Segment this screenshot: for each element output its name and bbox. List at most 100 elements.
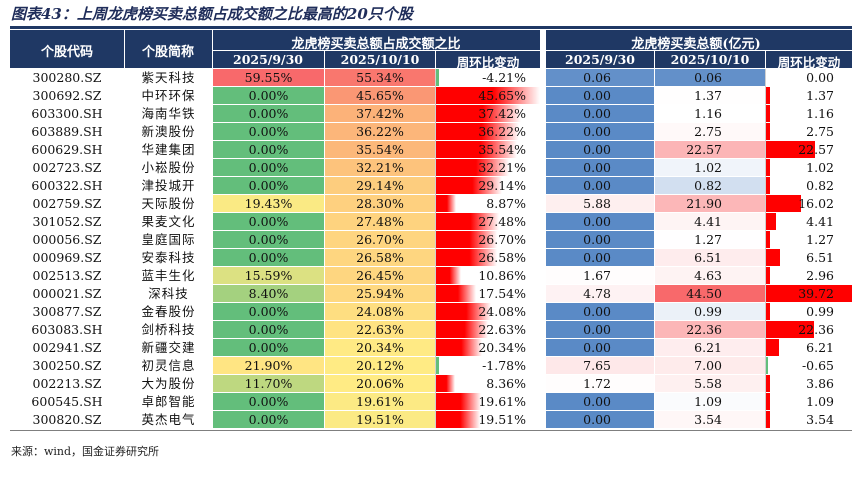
stock-name: 初灵信息 bbox=[141, 358, 196, 373]
stock-code: 603300.SH bbox=[31, 106, 103, 121]
stock-code: 000056.SZ bbox=[32, 232, 102, 247]
ratio-2025-09-30: 0.00% bbox=[213, 213, 324, 230]
amount-wow-change-bar bbox=[766, 249, 781, 266]
ratio-wow-change: 36.22% bbox=[478, 124, 526, 139]
amount-2025-09-30: 0.00 bbox=[546, 141, 654, 158]
ratio-wow-change-bar bbox=[436, 285, 476, 302]
table-row: 002723.SZ 小崧股份 0.00% 32.21% 32.21% 0.00 1.02 1.… bbox=[0, 159, 856, 177]
amount-wow-change: 39.72 bbox=[798, 286, 834, 301]
amount-2025-09-30: 5.88 bbox=[546, 195, 654, 212]
ratio-2025-09-30: 8.40% bbox=[213, 285, 324, 302]
amount-wow-change-bar bbox=[766, 321, 815, 338]
ratio-wow-change: -1.78% bbox=[482, 358, 526, 373]
amount-wow-change-bar bbox=[766, 303, 770, 320]
table-row: 300877.SZ 金春股份 0.00% 24.08% 24.08% 0.00 0.99 0.… bbox=[0, 303, 856, 321]
ratio-wow-change-bar bbox=[436, 357, 439, 374]
ratio-2025-10-10: 25.94% bbox=[325, 285, 435, 302]
ratio-wow-change-bar bbox=[436, 105, 522, 122]
stock-code: 000021.SZ bbox=[32, 286, 102, 301]
ratio-wow-change-bar bbox=[436, 375, 455, 392]
stock-code: 000969.SZ bbox=[32, 250, 102, 265]
ratio-wow-change: 10.86% bbox=[478, 268, 526, 283]
ratio-2025-10-10: 26.58% bbox=[325, 249, 435, 266]
ratio-wow-change: 8.87% bbox=[486, 196, 526, 211]
amount-wow-change: 0.00 bbox=[806, 70, 834, 85]
stock-name: 海南华铁 bbox=[141, 106, 196, 121]
amount-wow-change: 0.82 bbox=[806, 178, 834, 193]
amount-2025-09-30: 0.00 bbox=[546, 213, 654, 230]
ratio-wow-change-bar bbox=[436, 195, 457, 212]
amount-wow-change-bar bbox=[766, 285, 852, 302]
ratio-wow-change-bar bbox=[436, 321, 488, 338]
amount-2025-09-30: 0.00 bbox=[546, 303, 654, 320]
header-group-ratio: 龙虎榜买卖总额占成交额之比 bbox=[213, 30, 540, 52]
stock-code: 301052.SZ bbox=[32, 214, 102, 229]
table-row: 000021.SZ 深科技 8.40% 25.94% 17.54% 4.78 44.50 39… bbox=[0, 285, 856, 303]
amount-wow-change: 6.21 bbox=[806, 340, 834, 355]
amount-2025-10-10: 22.57 bbox=[655, 141, 765, 158]
amount-2025-09-30: 0.00 bbox=[546, 105, 654, 122]
header-group-amount-label: 龙虎榜买卖总额(亿元) bbox=[631, 37, 761, 52]
amount-wow-change: 2.96 bbox=[806, 268, 834, 283]
amount-wow-change-bar bbox=[766, 159, 770, 176]
stock-code: 300877.SZ bbox=[32, 304, 102, 319]
stock-name: 剑桥科技 bbox=[141, 322, 196, 337]
bottom-rule bbox=[10, 430, 852, 431]
amount-wow-change-bar bbox=[766, 339, 780, 356]
table-row: 603083.SH 剑桥科技 0.00% 22.63% 22.63% 0.00 22.36 2… bbox=[0, 321, 856, 339]
ratio-2025-10-10: 32.21% bbox=[325, 159, 435, 176]
stock-code: 600629.SH bbox=[31, 142, 103, 157]
amount-wow-change-bar bbox=[766, 123, 770, 140]
amount-wow-change: 16.02 bbox=[798, 196, 834, 211]
ratio-wow-change-bar bbox=[436, 159, 510, 176]
amount-2025-10-10: 1.37 bbox=[655, 87, 765, 104]
header-ratio-date2-label: 2025/10/10 bbox=[340, 52, 420, 67]
stock-name: 华建集团 bbox=[141, 142, 196, 157]
ratio-wow-change-bar bbox=[436, 339, 483, 356]
header-name-label: 个股简称 bbox=[141, 45, 195, 60]
amount-2025-09-30: 0.00 bbox=[546, 411, 654, 428]
amount-2025-10-10: 0.99 bbox=[655, 303, 765, 320]
table-row: 002759.SZ 天际股份 19.43% 28.30% 8.87% 5.88 21.90 1… bbox=[0, 195, 856, 213]
amount-2025-10-10: 1.09 bbox=[655, 393, 765, 410]
amount-2025-09-30: 0.00 bbox=[546, 87, 654, 104]
ratio-2025-10-10: 35.54% bbox=[325, 141, 435, 158]
amount-2025-10-10: 1.27 bbox=[655, 231, 765, 248]
ratio-2025-09-30: 0.00% bbox=[213, 321, 324, 338]
ratio-2025-09-30: 0.00% bbox=[213, 231, 324, 248]
amount-wow-change-bar bbox=[766, 393, 770, 410]
ratio-2025-09-30: 59.55% bbox=[213, 69, 324, 86]
ratio-wow-change-bar bbox=[436, 267, 461, 284]
stock-code: 002941.SZ bbox=[32, 340, 102, 355]
ratio-wow-change: 45.65% bbox=[478, 88, 526, 103]
source-note: 来源：wind，国金证券研究所 bbox=[11, 445, 160, 458]
ratio-2025-10-10: 26.45% bbox=[325, 267, 435, 284]
ratio-wow-change: 19.51% bbox=[478, 412, 526, 427]
amount-wow-change: 6.51 bbox=[806, 250, 834, 265]
ratio-wow-change: 29.14% bbox=[478, 178, 526, 193]
header-ratio-date1-label: 2025/9/30 bbox=[232, 52, 304, 67]
ratio-wow-change: 26.70% bbox=[478, 232, 526, 247]
ratio-wow-change-bar bbox=[436, 303, 491, 320]
amount-wow-change: 22.57 bbox=[798, 142, 834, 157]
ratio-2025-09-30: 0.00% bbox=[213, 123, 324, 140]
column-divider bbox=[765, 69, 766, 428]
amount-wow-change-bar bbox=[766, 231, 770, 248]
table-row: 300250.SZ 初灵信息 21.90% 20.12% -1.78% 7.65 7.00 -… bbox=[0, 357, 856, 375]
ratio-2025-09-30: 11.70% bbox=[213, 375, 324, 392]
stock-name: 中环环保 bbox=[141, 88, 196, 103]
amount-2025-10-10: 1.02 bbox=[655, 159, 765, 176]
header-amount-date2: 2025/10/10 bbox=[655, 51, 765, 68]
ratio-2025-09-30: 0.00% bbox=[213, 339, 324, 356]
amount-wow-change: 0.99 bbox=[806, 304, 834, 319]
ratio-2025-09-30: 0.00% bbox=[213, 159, 324, 176]
amount-2025-10-10: 6.21 bbox=[655, 339, 765, 356]
amount-2025-09-30: 0.00 bbox=[546, 177, 654, 194]
amount-wow-change-bar bbox=[766, 375, 770, 392]
stock-name: 卓郎智能 bbox=[141, 394, 196, 409]
table-row: 000056.SZ 皇庭国际 0.00% 26.70% 26.70% 0.00 1.27 1.… bbox=[0, 231, 856, 249]
ratio-2025-09-30: 0.00% bbox=[213, 411, 324, 428]
ratio-wow-change-bar bbox=[436, 69, 439, 86]
table-row: 000969.SZ 安泰科技 0.00% 26.58% 26.58% 0.00 6.51 6.… bbox=[0, 249, 856, 267]
ratio-2025-10-10: 22.63% bbox=[325, 321, 435, 338]
